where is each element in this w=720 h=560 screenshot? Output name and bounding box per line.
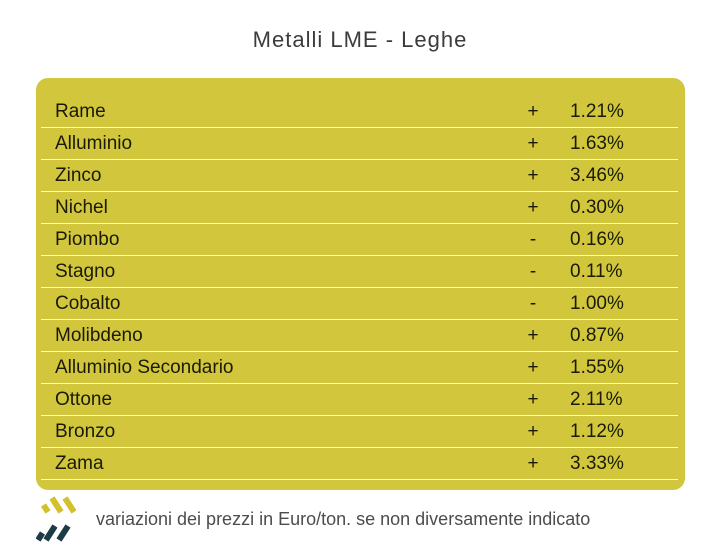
change-value: 1.21% bbox=[570, 100, 624, 122]
footer-note: variazioni dei prezzi in Euro/ton. se no… bbox=[96, 508, 591, 529]
change-value: 1.12% bbox=[570, 420, 624, 442]
metal-name: Piombo bbox=[55, 228, 120, 250]
change-value: 1.63% bbox=[570, 132, 624, 154]
metal-name: Nichel bbox=[55, 196, 108, 218]
table-row: Stagno - 0.11% bbox=[41, 256, 678, 288]
change-sign: + bbox=[527, 388, 539, 410]
metal-name: Stagno bbox=[55, 260, 116, 282]
price-table-rows: Rame + 1.21% Alluminio + 1.63% Zinco + 3… bbox=[36, 96, 685, 480]
table-row: Rame + 1.21% bbox=[41, 96, 678, 128]
table-row: Zinco + 3.46% bbox=[41, 160, 678, 192]
metal-name: Alluminio bbox=[55, 132, 133, 154]
change-sign: + bbox=[527, 356, 539, 378]
change-sign: + bbox=[527, 132, 539, 154]
change-sign: + bbox=[527, 420, 539, 442]
metal-name: Zinco bbox=[55, 164, 102, 186]
change-sign: + bbox=[527, 164, 539, 186]
change-sign: + bbox=[527, 452, 539, 474]
change-value: 0.11% bbox=[570, 260, 623, 282]
metal-name: Bronzo bbox=[55, 420, 116, 442]
metal-name: Zama bbox=[55, 452, 104, 474]
change-value: 3.46% bbox=[570, 164, 624, 186]
infographic: Metalli LME - Leghe Rame + 1.21% Allumin… bbox=[0, 0, 720, 542]
metal-name: Cobalto bbox=[55, 292, 121, 314]
change-value: 0.87% bbox=[570, 324, 624, 346]
table-row: Alluminio + 1.63% bbox=[41, 128, 678, 160]
change-sign: - bbox=[529, 260, 537, 282]
change-sign: + bbox=[527, 324, 539, 346]
price-table-card: Rame + 1.21% Alluminio + 1.63% Zinco + 3… bbox=[36, 78, 685, 490]
metal-name: Alluminio Secondario bbox=[55, 356, 234, 378]
metal-name: Molibdeno bbox=[55, 324, 143, 346]
footer: variazioni dei prezzi in Euro/ton. se no… bbox=[36, 496, 590, 542]
table-row: Piombo - 0.16% bbox=[41, 224, 678, 256]
metal-name: Ottone bbox=[55, 388, 113, 410]
change-value: 1.00% bbox=[570, 292, 624, 314]
change-value: 0.30% bbox=[570, 196, 624, 218]
table-row: Bronzo + 1.12% bbox=[41, 416, 678, 448]
change-sign: + bbox=[527, 196, 539, 218]
change-value: 1.55% bbox=[570, 356, 624, 378]
table-row: Ottone + 2.11% bbox=[41, 384, 678, 416]
change-value: 0.16% bbox=[570, 228, 624, 250]
change-sign: - bbox=[529, 228, 537, 250]
table-row: Cobalto - 1.00% bbox=[41, 288, 678, 320]
double-chevron-logo-icon bbox=[36, 496, 76, 542]
change-sign: - bbox=[529, 292, 537, 314]
table-row: Zama + 3.33% bbox=[41, 448, 678, 480]
change-value: 3.33% bbox=[570, 452, 624, 474]
change-value: 2.11% bbox=[570, 388, 623, 410]
page-title: Metalli LME - Leghe bbox=[252, 27, 468, 52]
metal-name: Rame bbox=[55, 100, 106, 122]
change-sign: + bbox=[527, 100, 539, 122]
table-row: Molibdeno + 0.87% bbox=[41, 320, 678, 352]
table-row: Nichel + 0.30% bbox=[41, 192, 678, 224]
table-row: Alluminio Secondario + 1.55% bbox=[41, 352, 678, 384]
